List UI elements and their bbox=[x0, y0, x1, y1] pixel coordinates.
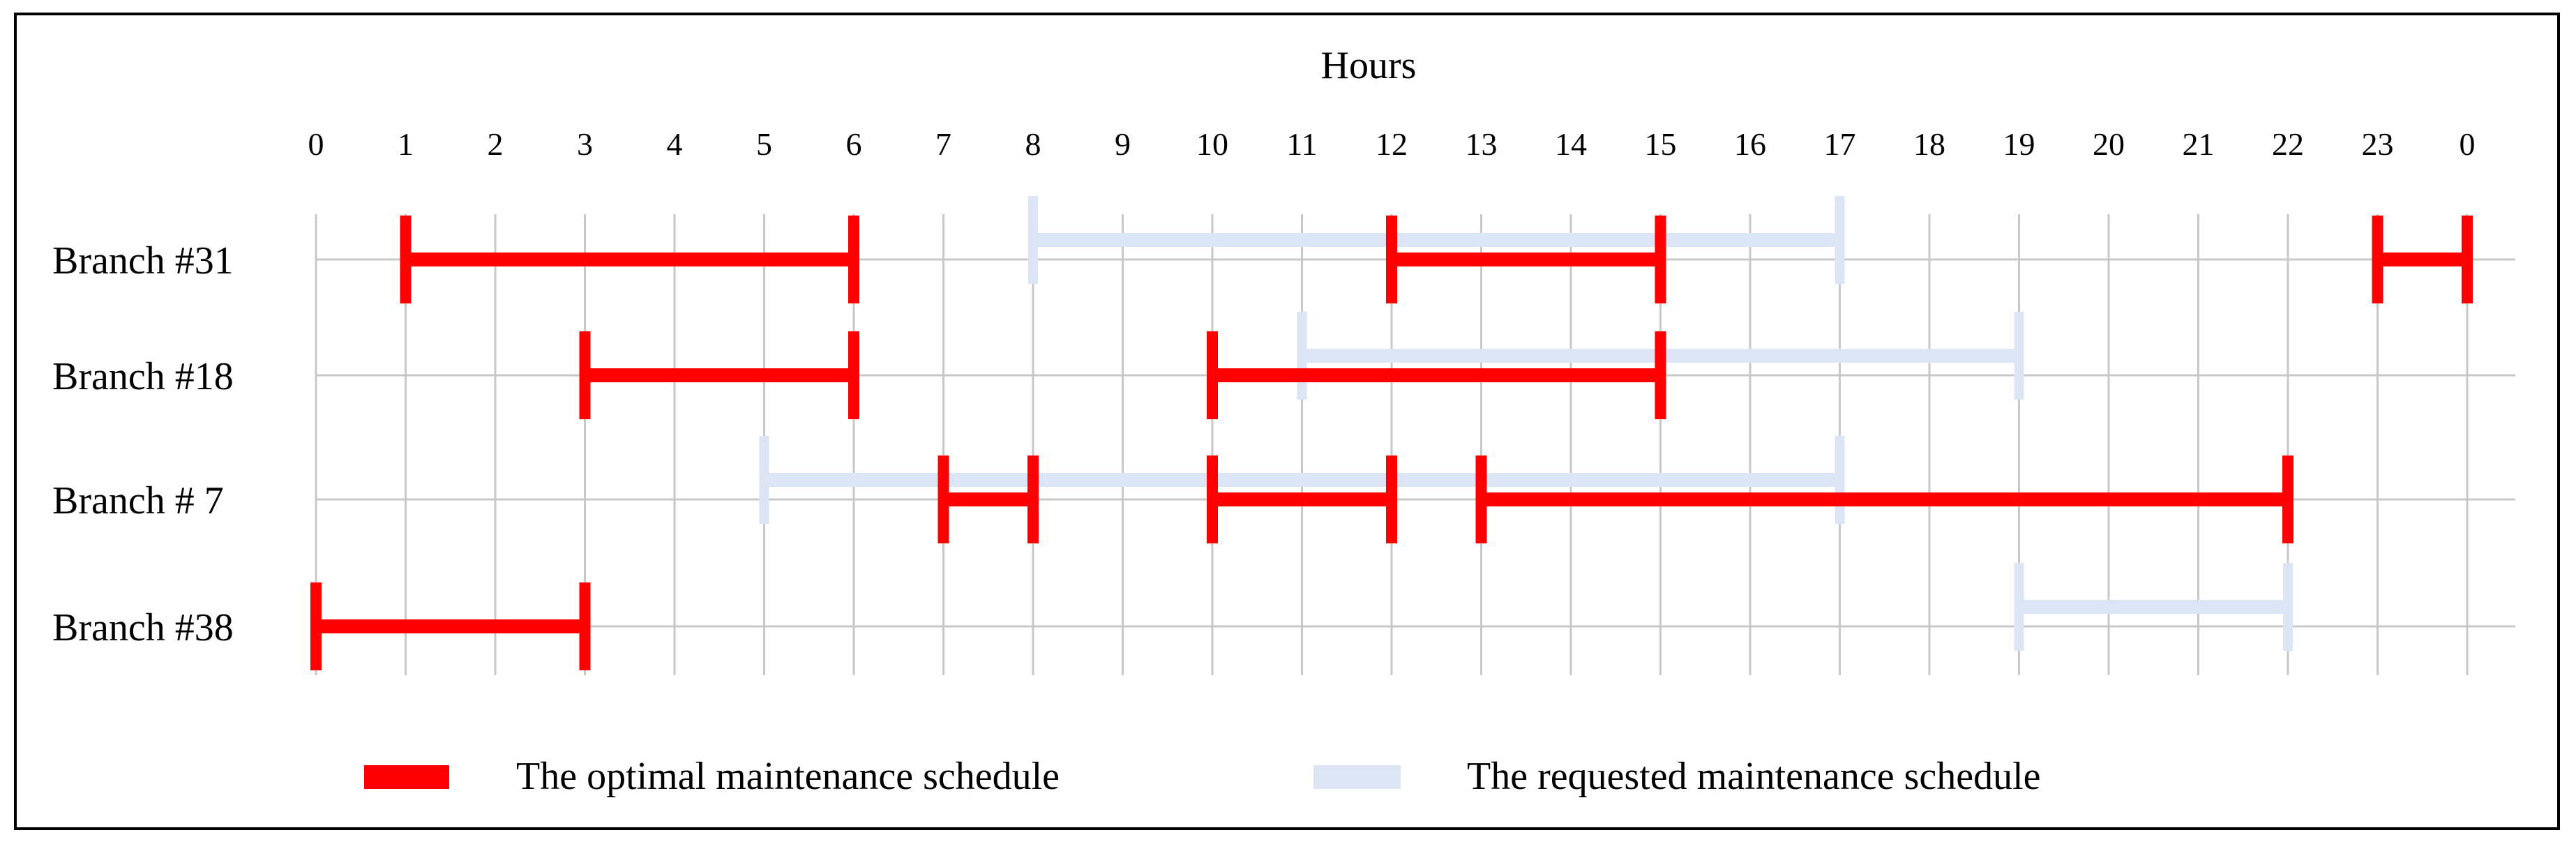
x-tick-label: 3 bbox=[577, 126, 593, 162]
requested-schedule-bar bbox=[2014, 563, 2293, 651]
requested-bar-body bbox=[1033, 233, 1840, 247]
legend-label-requested: The requested maintenance schedule bbox=[1467, 755, 2041, 798]
legend-swatch-optimal bbox=[364, 765, 449, 789]
optimal-schedule-bar bbox=[310, 582, 591, 670]
x-tick-label: 1 bbox=[398, 126, 414, 162]
optimal-bar-start-cap bbox=[1207, 455, 1218, 543]
optimal-schedule-bar bbox=[1207, 331, 1666, 419]
optimal-schedule-bar bbox=[1386, 216, 1666, 303]
optimal-schedule-bar bbox=[579, 331, 859, 419]
optimal-bar-body bbox=[1212, 368, 1661, 382]
optimal-bar-body bbox=[1212, 492, 1392, 506]
x-tick-label: 14 bbox=[1555, 126, 1587, 162]
x-tick-label: 7 bbox=[935, 126, 951, 162]
chart-title: Hours bbox=[1321, 44, 1417, 87]
schedule-bars bbox=[310, 196, 2473, 670]
optimal-bar-start-cap bbox=[579, 331, 591, 419]
optimal-bar-start-cap bbox=[310, 582, 322, 670]
row-labels: Branch #31 Branch #18 Branch # 7 Branch #38 bbox=[52, 239, 234, 649]
optimal-bar-body bbox=[405, 253, 854, 266]
optimal-bar-start-cap bbox=[1386, 216, 1397, 303]
row-label: Branch # 7 bbox=[52, 479, 224, 522]
legend: The optimal maintenance schedule The requ… bbox=[364, 755, 2041, 798]
row-label: Branch #38 bbox=[52, 606, 234, 649]
requested-bar-start-cap bbox=[759, 436, 769, 524]
x-tick-label: 15 bbox=[1645, 126, 1677, 162]
optimal-schedule-bar bbox=[937, 455, 1039, 543]
requested-bar-end-cap bbox=[2283, 563, 2293, 651]
optimal-bar-end-cap bbox=[579, 582, 591, 670]
optimal-bar-body bbox=[943, 492, 1033, 506]
requested-bar-end-cap bbox=[1835, 436, 1845, 524]
optimal-bar-end-cap bbox=[848, 216, 859, 303]
x-axis-ticks: 0 1 2 3 4 5 6 7 8 9 10 11 12 13 14 15 16 17 18 19 20 21 22 23 0 bbox=[308, 126, 2476, 162]
requested-bar-start-cap bbox=[1297, 312, 1307, 400]
x-tick-label: 0 bbox=[308, 126, 324, 162]
x-tick-label: 0 bbox=[2460, 126, 2476, 162]
x-tick-label: 22 bbox=[2272, 126, 2304, 162]
requested-bar-body bbox=[764, 473, 1840, 487]
optimal-schedule-bar bbox=[400, 216, 859, 303]
legend-label-optimal: The optimal maintenance schedule bbox=[516, 755, 1060, 798]
x-tick-label: 6 bbox=[846, 126, 862, 162]
chart-frame bbox=[14, 13, 2560, 830]
optimal-bar-body bbox=[585, 368, 854, 382]
optimal-bar-end-cap bbox=[2282, 455, 2293, 543]
optimal-bar-body bbox=[316, 619, 585, 633]
x-tick-label: 19 bbox=[2003, 126, 2035, 162]
optimal-bar-end-cap bbox=[1386, 455, 1397, 543]
x-tick-label: 2 bbox=[488, 126, 504, 162]
optimal-schedule-bar bbox=[1475, 455, 2293, 543]
x-tick-label: 10 bbox=[1196, 126, 1228, 162]
x-tick-label: 21 bbox=[2183, 126, 2215, 162]
x-tick-label: 23 bbox=[2362, 126, 2394, 162]
x-tick-label: 4 bbox=[667, 126, 683, 162]
x-tick-label: 18 bbox=[1913, 126, 1945, 162]
x-tick-label: 12 bbox=[1376, 126, 1408, 162]
x-tick-label: 8 bbox=[1025, 126, 1041, 162]
x-tick-label: 9 bbox=[1115, 126, 1131, 162]
optimal-bar-end-cap bbox=[848, 331, 859, 419]
x-tick-label: 16 bbox=[1734, 126, 1766, 162]
row-label: Branch #31 bbox=[52, 239, 234, 283]
x-tick-label: 5 bbox=[756, 126, 772, 162]
row-label: Branch #18 bbox=[52, 355, 234, 398]
x-tick-label: 11 bbox=[1286, 126, 1317, 162]
optimal-bar-end-cap bbox=[1655, 216, 1666, 303]
optimal-bar-start-cap bbox=[1207, 331, 1218, 419]
legend-swatch-requested bbox=[1313, 765, 1401, 789]
optimal-bar-end-cap bbox=[1655, 331, 1666, 419]
optimal-schedule-bar bbox=[2372, 216, 2473, 303]
optimal-bar-start-cap bbox=[2372, 216, 2383, 303]
optimal-bar-body bbox=[2377, 253, 2467, 266]
optimal-bar-end-cap bbox=[1027, 455, 1039, 543]
optimal-bar-start-cap bbox=[937, 455, 949, 543]
requested-bar-end-cap bbox=[2014, 312, 2024, 400]
optimal-bar-end-cap bbox=[2462, 216, 2473, 303]
requested-schedule-bar bbox=[1028, 196, 1845, 284]
requested-bar-start-cap bbox=[1028, 196, 1038, 284]
x-tick-label: 13 bbox=[1466, 126, 1498, 162]
requested-bar-start-cap bbox=[2014, 563, 2024, 651]
x-tick-label: 20 bbox=[2093, 126, 2125, 162]
optimal-bar-start-cap bbox=[400, 216, 412, 303]
requested-bar-end-cap bbox=[1835, 196, 1845, 284]
optimal-bar-body bbox=[1392, 253, 1661, 266]
optimal-bar-body bbox=[1481, 492, 2288, 506]
optimal-bar-start-cap bbox=[1475, 455, 1487, 543]
x-tick-label: 17 bbox=[1824, 126, 1856, 162]
optimal-schedule-bar bbox=[1207, 455, 1397, 543]
requested-bar-body bbox=[2019, 600, 2288, 614]
